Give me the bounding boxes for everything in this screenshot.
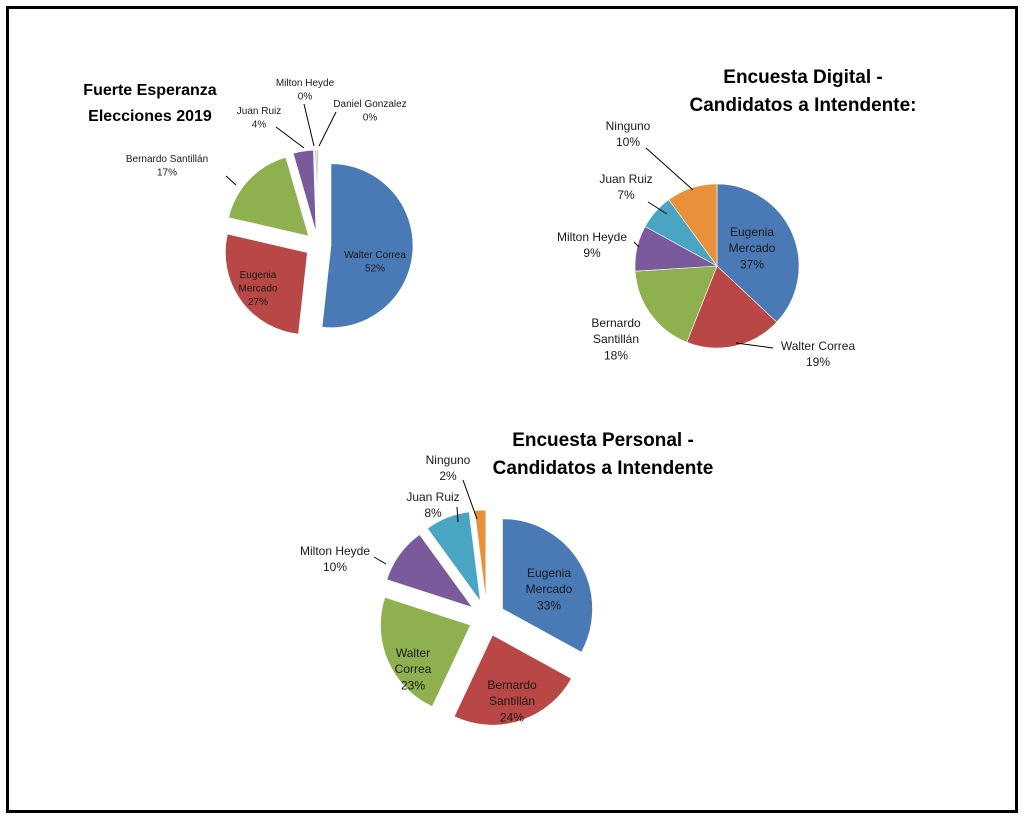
pie-slice	[386, 534, 474, 608]
chart-title: Encuesta Digital -Candidatos a Intendent…	[690, 67, 917, 116]
chart-title: Fuerte Esperanza Elecciones 2019	[83, 82, 216, 125]
pie-chart-1: Fuerte Esperanza Elecciones 2019 Walter Co…	[83, 78, 414, 335]
slice-label: Daniel Gonzalez 0%	[333, 99, 406, 124]
slice-label: Walter Correa 52%	[344, 250, 406, 275]
leader-line	[456, 506, 459, 523]
pie-chart-3: Encuesta Personal -Candidatos a Intenden…	[300, 430, 714, 726]
pie-slice	[292, 149, 317, 233]
slice-label: Bernardo Santillán 24%	[487, 678, 537, 724]
pie-slice	[686, 265, 778, 349]
pie-slice	[634, 265, 718, 343]
pie-slice	[474, 509, 487, 601]
slice-label: Walter Correa 19%	[781, 339, 856, 369]
leader-line	[373, 556, 387, 565]
pie-chart-2: Encuesta Digital -Candidatos a Intendent…	[557, 67, 917, 369]
leader-line	[275, 126, 305, 149]
slice-label: Juan Ruiz 7%	[599, 172, 652, 202]
pie-slice	[453, 634, 572, 726]
leader-line	[735, 342, 774, 349]
pie-slice	[228, 156, 309, 237]
leader-line	[303, 103, 315, 147]
slice-label: Bernardo Santillán 18%	[591, 316, 641, 362]
leader-line	[645, 147, 694, 191]
slice-label: Milton Heyde 10%	[300, 544, 370, 574]
slice-label: Milton Heyde 9%	[557, 230, 627, 260]
leader-line	[647, 201, 668, 215]
pie-slice	[716, 183, 800, 323]
pie-slice	[316, 149, 319, 233]
slice-label: Juan Ruiz 4%	[237, 106, 281, 131]
slice-label: Eugenia Mercado 27%	[239, 270, 278, 308]
pie-slice	[321, 163, 414, 328]
leader-line	[633, 241, 640, 248]
slice-label: Walter Correa 23%	[395, 646, 432, 692]
leader-line	[462, 479, 478, 520]
slice-label: Bernardo Santillán 17%	[126, 154, 208, 179]
slice-label: Milton Heyde 0%	[276, 78, 335, 103]
pie-slice	[502, 518, 593, 653]
chart-title: Encuesta Personal -Candidatos a Intenden…	[493, 430, 714, 479]
pie-slice	[380, 596, 471, 707]
pie-slice	[225, 233, 308, 335]
pie-slice	[427, 511, 481, 602]
slice-label: Ninguno 2%	[426, 453, 471, 483]
slice-label: Ninguno 10%	[606, 119, 651, 149]
pie-slice	[668, 183, 718, 267]
leader-line	[225, 175, 237, 186]
slice-label: Eugenia Mercado 37%	[729, 225, 776, 271]
leader-line	[318, 111, 337, 147]
slice-label: Eugenia Mercado 33%	[526, 566, 573, 612]
slice-label: Juan Ruiz 8%	[406, 490, 459, 520]
